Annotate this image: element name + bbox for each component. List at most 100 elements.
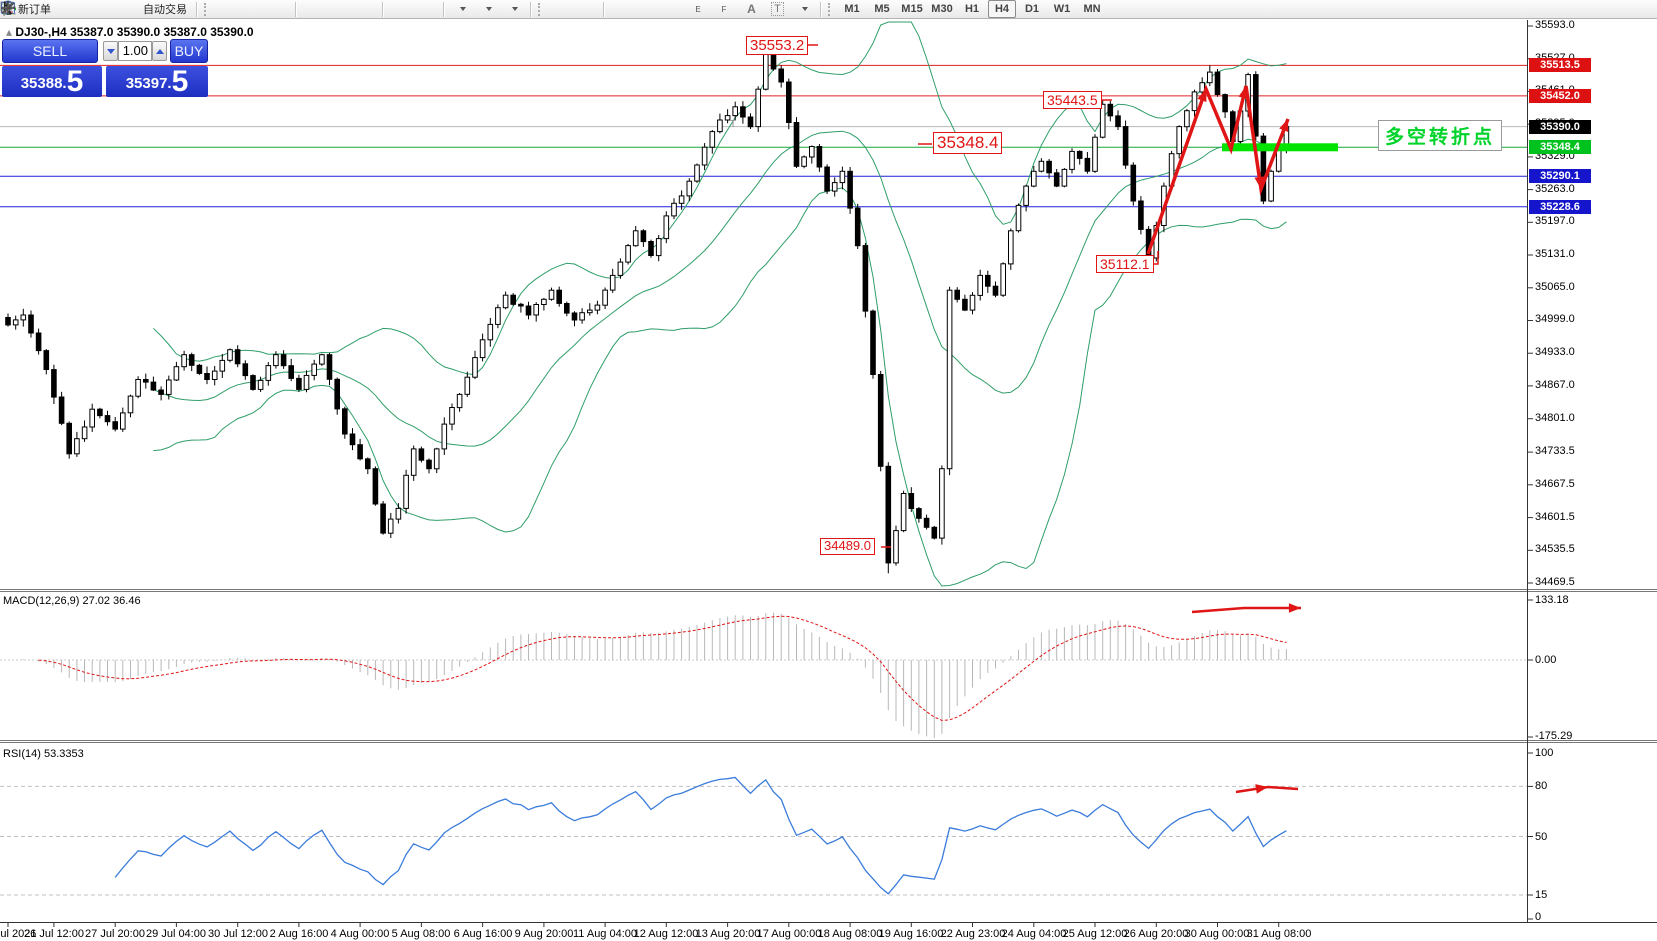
time-axis-label: 23 Jul 2021 <box>0 928 37 940</box>
time-axis-label: 19 Aug 16:00 <box>878 928 944 940</box>
time-axis-label: 9 Aug 20:00 <box>514 928 574 940</box>
indicators-button[interactable] <box>0 0 474 19</box>
turning-point-annotation[interactable]: 多空转折点 <box>1378 120 1503 151</box>
y-axis-tick: 34469.5 <box>1535 576 1575 588</box>
time-axis-label: 5 Aug 08:00 <box>391 928 451 940</box>
crosshair-tool-button[interactable] <box>1 0 599 19</box>
price-level-badge: 35228.6 <box>1529 200 1591 214</box>
macd-axis-tick: 133.18 <box>1535 594 1569 606</box>
timeframe-w1[interactable]: W1 <box>1053 3 1071 15</box>
rsi-label: RSI(14) 53.3353 <box>3 748 84 760</box>
time-axis-label: 17 Aug 00:00 <box>756 928 822 940</box>
time-axis-label: 29 Jul 04:00 <box>146 928 206 940</box>
market-watch-button[interactable] <box>1 0 134 19</box>
y-axis-tick: 34867.0 <box>1535 379 1575 391</box>
label-tool[interactable]: T <box>765 0 790 19</box>
price-level-badge: 35513.5 <box>1529 58 1591 72</box>
price-tag[interactable]: 35112.1 <box>1096 255 1154 274</box>
time-axis-label: 30 Aug 00:00 <box>1184 928 1250 940</box>
y-axis-tick: 34999.0 <box>1535 313 1575 325</box>
y-axis-tick: 35065.0 <box>1535 281 1575 293</box>
zoom-out-button[interactable] <box>1 0 352 19</box>
volume-decrease-button[interactable] <box>103 41 118 61</box>
shapes-dropdown-caret[interactable] <box>801 7 808 11</box>
rsi-axis-tick: 80 <box>1535 780 1548 792</box>
time-axis-label: 27 Jul 20:00 <box>85 928 145 940</box>
y-axis-tick: 34667.5 <box>1535 478 1575 490</box>
indicators-dropdown-caret[interactable] <box>459 7 466 11</box>
cursor-tool-button[interactable] <box>4 0 573 19</box>
auto-scroll-button[interactable] <box>1 0 413 19</box>
object-marker: T <box>730 119 737 130</box>
sell-price[interactable]: 35388. 5 <box>2 66 102 97</box>
fibonacci-tool[interactable]: F <box>2 0 738 19</box>
timeframe-m5[interactable]: M5 <box>874 3 890 15</box>
timeframe-m30[interactable]: M30 <box>931 3 953 15</box>
timeframe-d1[interactable]: D1 <box>1024 3 1040 15</box>
chart-shift-button[interactable] <box>1 0 439 19</box>
price-level-badge: 35390.0 <box>1529 120 1591 134</box>
time-axis-label: 13 Aug 20:00 <box>695 928 761 940</box>
price-tag[interactable]: 35553.2 <box>746 36 809 56</box>
y-axis-tick: 34933.0 <box>1535 346 1575 358</box>
time-axis-label: 24 Aug 04:00 <box>1001 928 1067 940</box>
buy-price[interactable]: 35397. 5 <box>106 66 208 97</box>
rsi-axis-tick: 15 <box>1535 889 1548 901</box>
fibo-letter: F <box>721 4 727 14</box>
channel-tool[interactable]: E <box>0 0 712 19</box>
y-axis-tick: 34601.5 <box>1535 511 1575 523</box>
new-chart-button[interactable] <box>1 0 82 19</box>
new-order-button[interactable]: 新订单 <box>18 4 51 16</box>
price-level-badge: 35348.4 <box>1529 140 1591 154</box>
ohlc-readout: 35387.0 35390.0 35387.0 35390.0 <box>70 25 254 39</box>
profiles-button[interactable] <box>1 0 108 19</box>
time-axis-label: 18 Aug 08:00 <box>817 928 883 940</box>
sell-button[interactable]: SELL <box>2 39 98 63</box>
horizontal-line-tool[interactable] <box>1 0 660 19</box>
line-chart-button[interactable] <box>1 0 291 19</box>
channel-letter: E <box>695 4 701 14</box>
volume-field[interactable]: 1.00 <box>118 41 152 61</box>
zoom-in-button[interactable] <box>1 0 326 19</box>
time-axis-label: 25 Aug 12:00 <box>1062 928 1128 940</box>
candlestick-chart-button[interactable] <box>2 0 265 19</box>
time-axis-label: 2 Aug 16:00 <box>269 928 329 940</box>
text-tool-letter: A <box>747 2 756 16</box>
periods-button[interactable] <box>1 0 500 19</box>
timeframe-m15[interactable]: M15 <box>901 3 923 15</box>
price-level-badge: 35290.1 <box>1529 169 1591 183</box>
trendline-tool[interactable] <box>1 0 686 19</box>
vertical-line-tool[interactable] <box>7 0 634 19</box>
text-tool[interactable]: A <box>739 0 764 19</box>
templates-dropdown-caret[interactable] <box>511 7 518 11</box>
price-tag[interactable]: 35443.5 <box>1043 91 1102 110</box>
rsi-axis-tick: 0 <box>1535 911 1542 923</box>
buy-button[interactable]: BUY <box>170 39 208 63</box>
bar-chart-button[interactable] <box>2 0 239 19</box>
auto-trading-label: 自动交易 <box>143 4 187 16</box>
templates-button[interactable] <box>1 0 526 19</box>
time-axis-label: 6 Aug 16:00 <box>453 928 513 940</box>
y-axis-tick: 35131.0 <box>1535 248 1575 260</box>
symbol-period: DJ30-,H4 <box>15 25 67 39</box>
timeframe-h4[interactable]: H4 <box>988 0 1016 18</box>
periods-dropdown-caret[interactable] <box>485 7 492 11</box>
volume-increase-button[interactable] <box>152 41 167 61</box>
price-tag[interactable]: 34489.0 <box>820 538 875 555</box>
timeframe-m1[interactable]: M1 <box>844 3 860 15</box>
shapes-tool[interactable] <box>2 0 816 19</box>
macd-axis-tick: -175.29 <box>1535 730 1573 742</box>
timeframe-bar: M1 M5 M15 M30 H1 H4 D1 W1 MN <box>838 0 1106 18</box>
timeframe-h1[interactable]: H1 <box>964 3 980 15</box>
macd-axis-tick: 0.00 <box>1535 654 1557 666</box>
time-axis-label: 31 Aug 08:00 <box>1246 928 1312 940</box>
y-axis-tick: 34733.5 <box>1535 445 1575 457</box>
timeframe-mn[interactable]: MN <box>1083 3 1101 15</box>
price-tag[interactable]: 35348.4 <box>933 132 1003 154</box>
tile-windows-button[interactable] <box>2 0 378 19</box>
time-axis-label: 22 Aug 23:00 <box>940 928 1006 940</box>
auto-trading-button[interactable]: 自动交易 <box>1 0 192 19</box>
label-tool-letter: T <box>771 2 784 16</box>
